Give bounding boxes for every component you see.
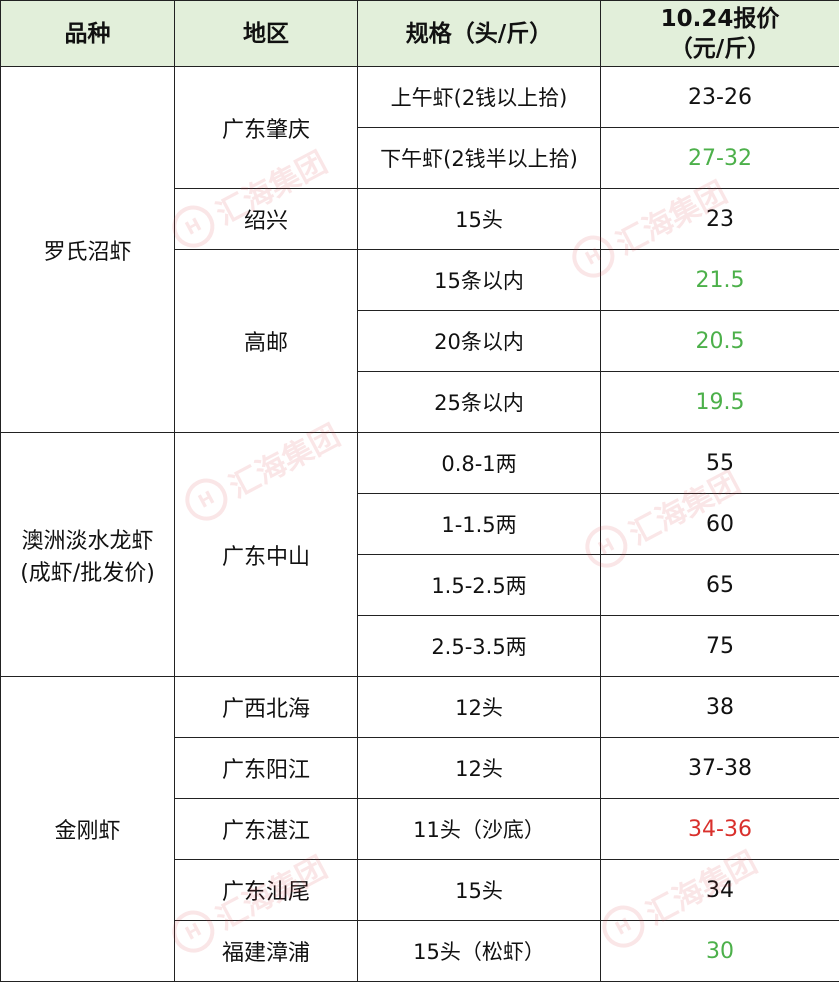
price-cell: 20.5 — [600, 310, 839, 372]
price-cell: 60 — [600, 493, 839, 555]
price-cell: 23 — [600, 188, 839, 250]
spec-cell: 12头 — [357, 676, 601, 738]
table-row: 广东汕尾 15头 34 — [1, 859, 839, 921]
spec-cell: 0.8-1两 — [357, 432, 601, 494]
region-cell: 广东中山 — [174, 432, 358, 677]
region-cell: 高邮 — [174, 249, 358, 433]
header-price-unit: （元/斤） — [669, 35, 771, 62]
variety-cell: 金刚虾 — [0, 676, 175, 982]
table-row: 澳洲淡水龙虾(成虾/批发价) 广东中山 0.8-1两 55 — [0, 432, 839, 677]
spec-cell: 15头 — [357, 859, 601, 921]
region-cell: 绍兴 — [174, 188, 358, 250]
price-cell: 37-38 — [600, 737, 839, 799]
region-cell: 广东汕尾 — [174, 859, 358, 921]
spec-cell: 1-1.5两 — [357, 493, 601, 555]
price-cell: 75 — [600, 615, 839, 677]
price-cell: 34 — [600, 859, 839, 921]
table-row: 下午虾(2钱半以上拾) 27-32 — [1, 127, 839, 189]
price-cell: 38 — [600, 676, 839, 738]
header-price-date: 10.24报价 — [660, 5, 780, 32]
price-cell: 21.5 — [600, 249, 839, 311]
spec-cell: 上午虾(2钱以上拾) — [357, 66, 601, 128]
table-row: 福建漳浦 15头（松虾） 30 — [1, 920, 839, 982]
region-cell: 广东湛江 — [174, 798, 358, 860]
spec-cell: 15头 — [357, 188, 601, 250]
price-cell: 23-26 — [600, 66, 839, 128]
region-cell: 广东肇庆 — [174, 66, 358, 189]
variety-cell: 罗氏沼虾 — [0, 66, 175, 433]
region-cell: 福建漳浦 — [174, 920, 358, 982]
header-price: 10.24报价 （元/斤） — [600, 0, 839, 67]
spec-cell: 下午虾(2钱半以上拾) — [357, 127, 601, 189]
variety-cell: 澳洲淡水龙虾(成虾/批发价) — [0, 432, 175, 677]
spec-cell: 15条以内 — [357, 249, 601, 311]
spec-cell: 15头（松虾） — [357, 920, 601, 982]
table-row: 高邮 15条以内 21.5 — [1, 249, 839, 433]
table-row: 广东湛江 11头（沙底） 34-36 — [1, 798, 839, 860]
price-cell: 19.5 — [600, 371, 839, 433]
table-row: 罗氏沼虾 广东肇庆 上午虾(2钱以上拾) 23-26 — [0, 66, 839, 433]
spec-cell: 1.5-2.5两 — [357, 554, 601, 616]
region-cell: 广东阳江 — [174, 737, 358, 799]
spec-cell: 25条以内 — [357, 371, 601, 433]
region-cell: 广西北海 — [174, 676, 358, 738]
table-row: 20条以内 20.5 — [1, 310, 839, 372]
spec-cell: 20条以内 — [357, 310, 601, 372]
table-row: 广东阳江 12头 37-38 — [1, 737, 839, 799]
table-row: 1.5-2.5两 65 — [1, 554, 839, 616]
price-cell: 34-36 — [600, 798, 839, 860]
table-row: 2.5-3.5两 75 — [1, 615, 839, 677]
table-row: 金刚虾 广西北海 12头 38 — [0, 676, 839, 982]
price-cell: 27-32 — [600, 127, 839, 189]
price-cell: 55 — [600, 432, 839, 494]
price-cell: 65 — [600, 554, 839, 616]
table-row: 25条以内 19.5 — [1, 371, 839, 433]
spec-cell: 2.5-3.5两 — [357, 615, 601, 677]
header-spec: 规格（头/斤） — [357, 0, 601, 67]
spec-cell: 11头（沙底） — [357, 798, 601, 860]
header-variety: 品种 — [0, 0, 175, 67]
price-cell: 30 — [600, 920, 839, 982]
header-region: 地区 — [174, 0, 358, 67]
table-row: 1-1.5两 60 — [1, 493, 839, 555]
header-row: 品种 地区 规格（头/斤） 10.24报价 （元/斤） — [0, 0, 839, 67]
spec-cell: 12头 — [357, 737, 601, 799]
